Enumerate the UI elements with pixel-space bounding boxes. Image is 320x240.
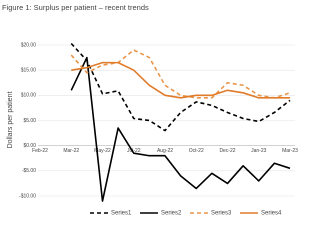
x-tick-label: Jul-22 [127, 148, 141, 154]
series-line [70, 49, 291, 99]
y-axis-label: Dollars per patient [7, 92, 14, 149]
y-tick-label: $15.00 [21, 67, 37, 73]
x-tick-label: Jan-23 [251, 148, 267, 154]
y-tick-label: $20.00 [21, 42, 37, 48]
x-tick-label: Feb-22 [32, 148, 48, 154]
legend-label: Series4 [261, 211, 282, 217]
legend-label: Series2 [161, 211, 182, 217]
series-line [70, 56, 291, 202]
y-tick-label: -$5.00 [22, 168, 36, 174]
y-tick-label: -$10.00 [19, 193, 36, 199]
y-tick-label: $10.00 [21, 93, 37, 99]
legend-label: Series3 [211, 211, 232, 217]
x-tick-label: Mar-22 [63, 148, 79, 154]
legend-label: Series1 [111, 211, 132, 217]
series-line [70, 42, 291, 132]
x-tick-label: Dec-22 [219, 148, 235, 154]
series-line [71, 61, 290, 99]
chart-title: Figure 1: Surplus per patient – recent t… [2, 3, 149, 12]
x-tick-label: Mar-23 [282, 148, 298, 154]
chart: Figure 1: Surplus per patient – recent t… [2, 3, 298, 217]
y-tick-label: $0.00 [23, 143, 36, 149]
y-tick-label: $5.00 [23, 118, 36, 124]
x-tick-label: Aug-22 [157, 148, 173, 154]
x-tick-label: May-22 [94, 148, 111, 154]
x-tick-label: Oct-22 [189, 148, 204, 154]
